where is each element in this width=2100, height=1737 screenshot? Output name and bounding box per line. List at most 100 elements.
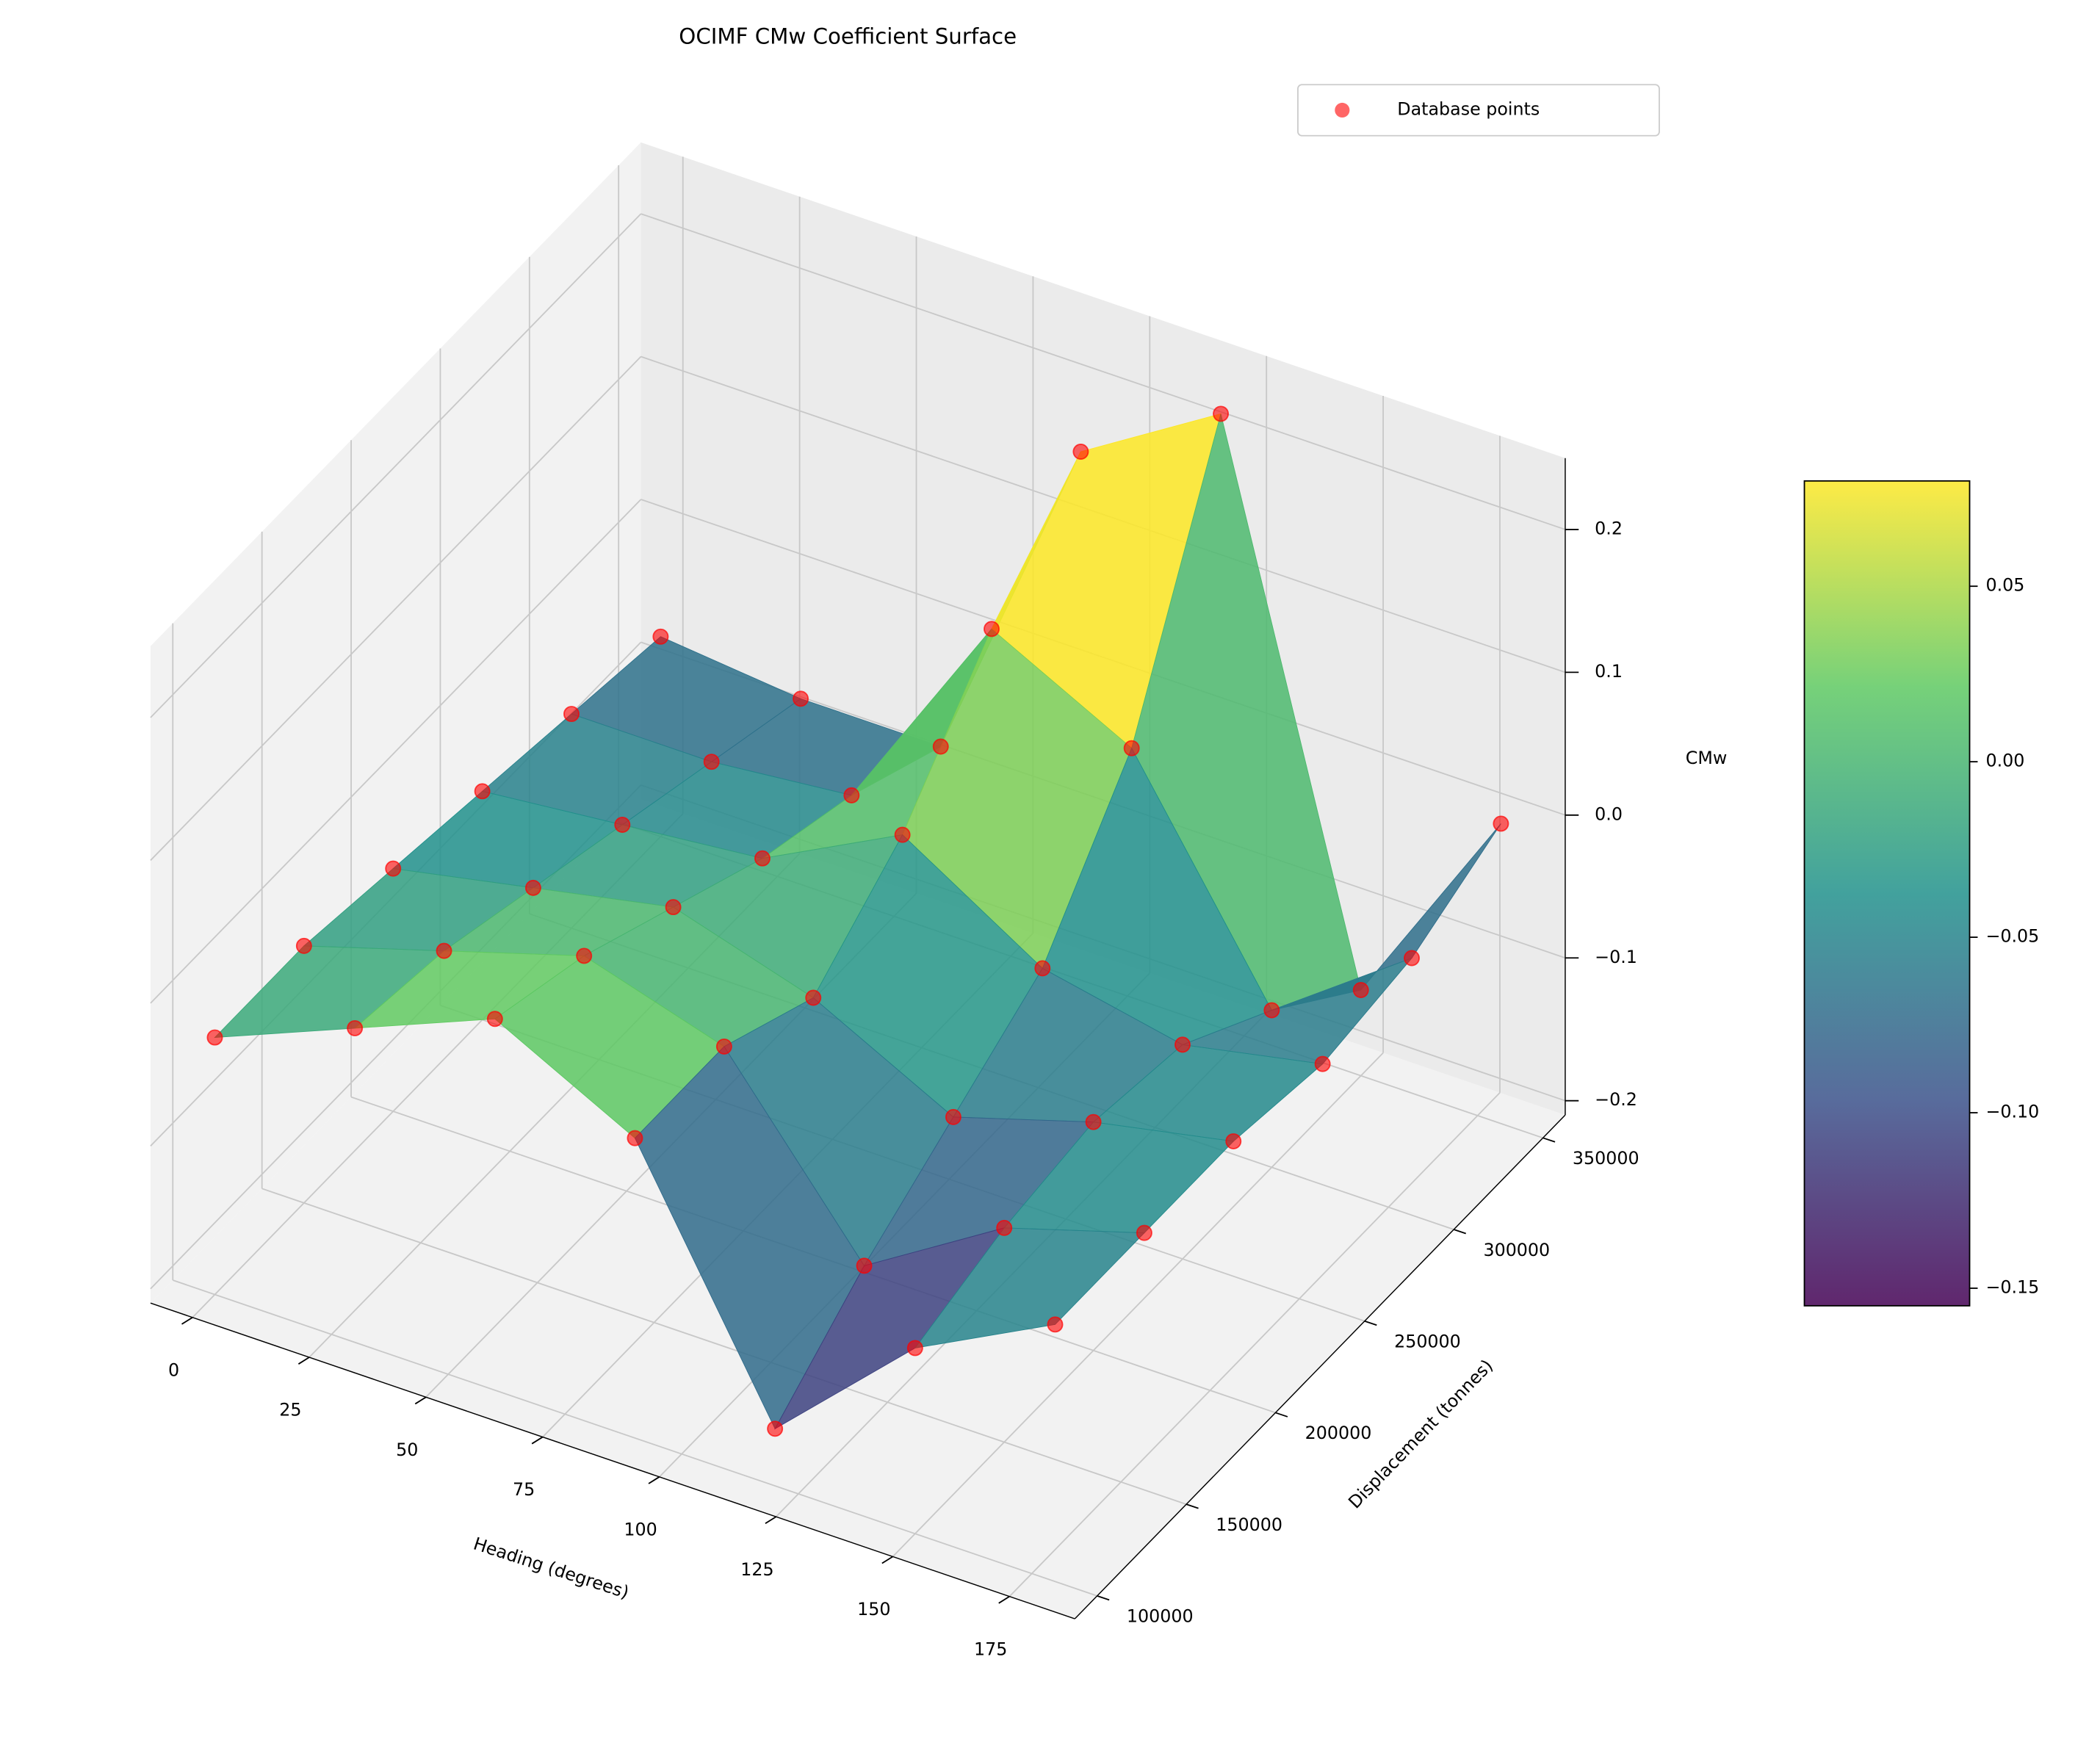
- database-point: [1263, 1002, 1280, 1019]
- database-point: [665, 899, 682, 916]
- database-point: [703, 754, 720, 770]
- x-tick: [414, 1396, 427, 1405]
- legend-label: Database points: [1397, 98, 1540, 119]
- y-axis-line: [1074, 1114, 1566, 1619]
- colorbar-tick-label: −0.10: [1985, 1102, 2039, 1122]
- database-point: [486, 1011, 503, 1028]
- database-point: [1225, 1133, 1242, 1149]
- y-tick-label: 200000: [1305, 1423, 1372, 1443]
- database-point: [1047, 1316, 1064, 1333]
- database-point: [945, 1108, 961, 1125]
- database-point: [347, 1019, 364, 1036]
- z-tick-label: 0.2: [1595, 518, 1623, 538]
- database-point: [1314, 1055, 1331, 1072]
- y-tick: [1186, 1503, 1199, 1509]
- x-tick-label: 25: [279, 1400, 301, 1420]
- database-point: [984, 621, 1000, 638]
- y-tick-label: 250000: [1394, 1331, 1461, 1351]
- y-tick: [1453, 1229, 1466, 1235]
- database-point: [1352, 982, 1369, 998]
- z-tick-label: −0.2: [1595, 1089, 1637, 1110]
- x-tick: [998, 1595, 1010, 1604]
- y-tick: [1097, 1595, 1110, 1601]
- grid-line: [150, 499, 642, 1004]
- database-point: [1493, 815, 1509, 832]
- database-point: [627, 1130, 643, 1146]
- x-tick-label: 0: [168, 1359, 179, 1380]
- y-tick-label: 150000: [1216, 1514, 1282, 1535]
- z-tick-label: 0.0: [1595, 804, 1623, 824]
- y-tick-label: 350000: [1573, 1148, 1639, 1169]
- chart-title: OCIMF CMw Coefficient Surface: [679, 24, 1017, 49]
- database-point: [385, 860, 402, 877]
- x-tick: [648, 1476, 660, 1484]
- grid-line: [150, 355, 642, 862]
- database-point: [996, 1219, 1013, 1236]
- database-point: [767, 1420, 784, 1437]
- x-tick-label: 75: [513, 1479, 535, 1500]
- y-tick: [1275, 1412, 1288, 1418]
- grid-line: [261, 1188, 1187, 1506]
- colorbar-tick-label: 0.05: [1985, 575, 2024, 596]
- database-point: [576, 947, 593, 964]
- y-tick-label: 300000: [1483, 1240, 1550, 1260]
- grid-line: [641, 213, 1566, 530]
- axes: 0 25 50 75 100 125 150 175 100000 150000 200000 250…: [150, 458, 1639, 1659]
- x-tick: [181, 1316, 193, 1325]
- z-axis-label: CMw: [1686, 748, 1728, 768]
- x-tick: [765, 1516, 777, 1525]
- database-point: [206, 1029, 223, 1046]
- y-tick: [1542, 1137, 1556, 1143]
- x-tick: [531, 1436, 544, 1445]
- database-point: [524, 879, 541, 896]
- database-point: [805, 989, 822, 1006]
- x-tick-label: 100: [624, 1519, 657, 1539]
- database-point: [1136, 1224, 1152, 1241]
- x-tick-label: 175: [974, 1639, 1007, 1659]
- x-tick: [297, 1357, 310, 1365]
- database-point: [1034, 960, 1051, 977]
- database-point: [295, 937, 312, 954]
- database-point: [793, 690, 809, 707]
- z-tick-label: −0.1: [1595, 947, 1637, 967]
- database-point: [614, 817, 631, 833]
- grid-line: [172, 1279, 1097, 1597]
- colorbar-body: [1803, 480, 1971, 1307]
- database-point: [1072, 443, 1089, 460]
- x-tick-label: 150: [857, 1599, 890, 1619]
- database-point: [474, 783, 491, 800]
- database-point: [1174, 1036, 1191, 1053]
- colorbar-tick-label: −0.05: [1985, 926, 2039, 947]
- database-point: [894, 826, 911, 843]
- database-point: [932, 738, 949, 755]
- database-point: [754, 850, 771, 867]
- database-point: [1213, 405, 1230, 422]
- legend-marker: [1335, 102, 1350, 118]
- database-point: [652, 628, 669, 645]
- y-tick-label: 100000: [1127, 1606, 1194, 1627]
- legend: Database points: [1297, 84, 1660, 137]
- database-point: [1404, 950, 1420, 967]
- x-axis-line: [150, 1302, 1075, 1619]
- database-point: [856, 1257, 873, 1274]
- database-point: [715, 1038, 732, 1055]
- z-tick-label: 0.1: [1595, 661, 1623, 682]
- x-axis-label: Heading (degrees): [471, 1534, 632, 1603]
- legend-box: [1297, 84, 1660, 137]
- colorbar-tick-label: 0.00: [1985, 751, 2024, 771]
- x-tick: [881, 1556, 893, 1564]
- x-tick-label: 50: [396, 1440, 418, 1460]
- points: [206, 405, 1509, 1437]
- database-point: [1123, 740, 1140, 756]
- grid-line: [150, 213, 642, 718]
- grid-line: [892, 1052, 1384, 1558]
- database-point: [436, 942, 452, 959]
- database-point: [906, 1340, 923, 1357]
- database-point: [843, 787, 860, 804]
- grid-line: [1008, 1092, 1501, 1597]
- x-tick-label: 125: [740, 1559, 773, 1580]
- surface: [214, 413, 1501, 1430]
- colorbar-tick-label: −0.15: [1985, 1276, 2039, 1297]
